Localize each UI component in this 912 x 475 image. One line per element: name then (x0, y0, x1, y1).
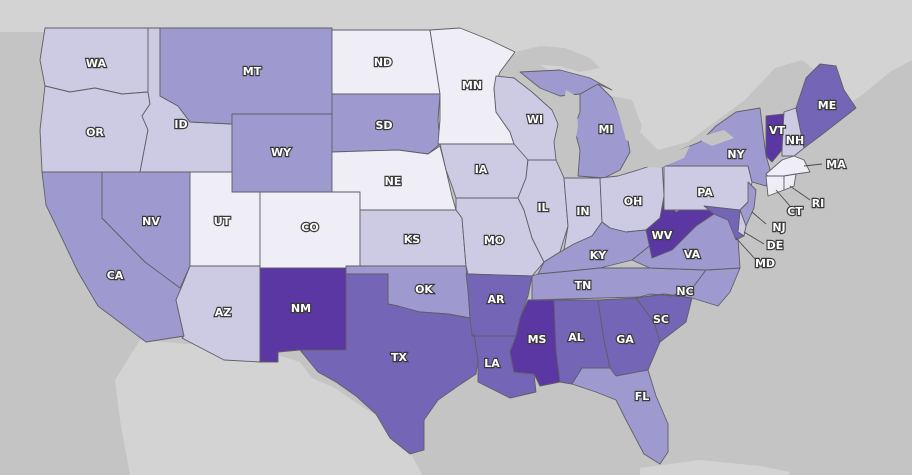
state-fl[interactable] (571, 367, 669, 465)
leader-nj (751, 211, 767, 225)
state-label-ne: NE (385, 175, 402, 188)
state-label-or: OR (86, 126, 104, 139)
canada-landmass (0, 0, 912, 150)
state-label-ms: MS (528, 333, 547, 346)
leader-ri (789, 185, 811, 201)
state-label-wy: WY (271, 146, 292, 159)
state-label-nm: NM (291, 302, 311, 315)
leader-md (735, 237, 757, 261)
state-label-nv: NV (142, 215, 160, 228)
state-label-sd: SD (375, 119, 392, 132)
state-mi-up[interactable] (519, 69, 613, 97)
state-label-nd: ND (374, 56, 392, 69)
states-layer (39, 27, 857, 465)
leader-lines (735, 163, 823, 261)
state-ny[interactable] (663, 107, 773, 187)
state-nm[interactable] (259, 267, 347, 363)
baja-peninsula (140, 340, 214, 475)
state-label-ut: UT (214, 215, 231, 228)
state-label-tx: TX (391, 351, 408, 364)
state-label-la: LA (484, 357, 500, 370)
state-label-sc: SC (653, 313, 669, 326)
state-label-mi: MI (598, 123, 613, 136)
state-label-ma: MA (826, 158, 846, 171)
labels-layer: WA OR CA ID NV MT WY UT CO AZ NM ND SD NE KS OK TX MN IA MO… (85, 55, 848, 404)
state-label-de: DE (767, 239, 784, 252)
state-label-ct: CT (787, 205, 803, 218)
state-label-ri: RI (812, 197, 825, 210)
state-label-vt: VT (769, 124, 786, 137)
state-label-ca: CA (107, 269, 124, 282)
leader-ma (803, 163, 823, 167)
newfoundland-island (840, 2, 905, 50)
lake-erie (638, 146, 690, 168)
lakes-layer (515, 46, 734, 168)
state-label-fl: FL (635, 390, 650, 403)
state-md[interactable] (703, 205, 745, 241)
state-me[interactable] (795, 63, 857, 149)
state-tx[interactable] (299, 273, 479, 455)
state-label-in: IN (576, 205, 589, 218)
state-label-wi: WI (527, 113, 543, 126)
lake-huron (612, 96, 642, 144)
state-label-mt: MT (243, 65, 262, 78)
state-label-oh: OH (624, 195, 643, 208)
state-label-co: CO (301, 221, 318, 234)
state-label-mn: MN (462, 79, 482, 92)
state-label-ia: IA (475, 163, 488, 176)
state-label-ga: GA (616, 333, 634, 346)
state-ri[interactable] (783, 173, 797, 191)
state-label-nh: NH (786, 134, 804, 147)
state-label-nj: NJ (772, 221, 785, 234)
state-label-tn: TN (575, 279, 592, 292)
state-label-wa: WA (86, 57, 107, 70)
leader-de (743, 231, 765, 245)
state-label-ks: KS (404, 233, 421, 246)
state-ne[interactable] (331, 145, 457, 211)
cuba-island (640, 460, 790, 475)
state-label-az: AZ (215, 306, 232, 319)
leader-ct (775, 189, 791, 207)
state-label-ny: NY (727, 148, 745, 161)
state-label-wv: WV (652, 229, 673, 242)
state-label-ar: AR (488, 293, 506, 306)
state-vt[interactable] (765, 113, 785, 163)
state-label-me: ME (818, 99, 836, 112)
state-label-il: IL (537, 201, 548, 214)
lake-superior (515, 46, 600, 72)
state-label-ok: OK (415, 283, 433, 296)
state-label-nc: NC (676, 285, 693, 298)
lake-ontario (696, 130, 734, 146)
state-label-va: VA (684, 248, 701, 261)
state-nc[interactable] (635, 267, 741, 307)
state-label-ky: KY (590, 249, 608, 262)
state-label-pa: PA (697, 186, 713, 199)
state-label-id: ID (174, 118, 187, 131)
state-label-mo: MO (484, 234, 504, 247)
lake-michigan (560, 90, 578, 160)
state-label-al: AL (568, 331, 584, 344)
state-label-md: MD (755, 257, 775, 270)
